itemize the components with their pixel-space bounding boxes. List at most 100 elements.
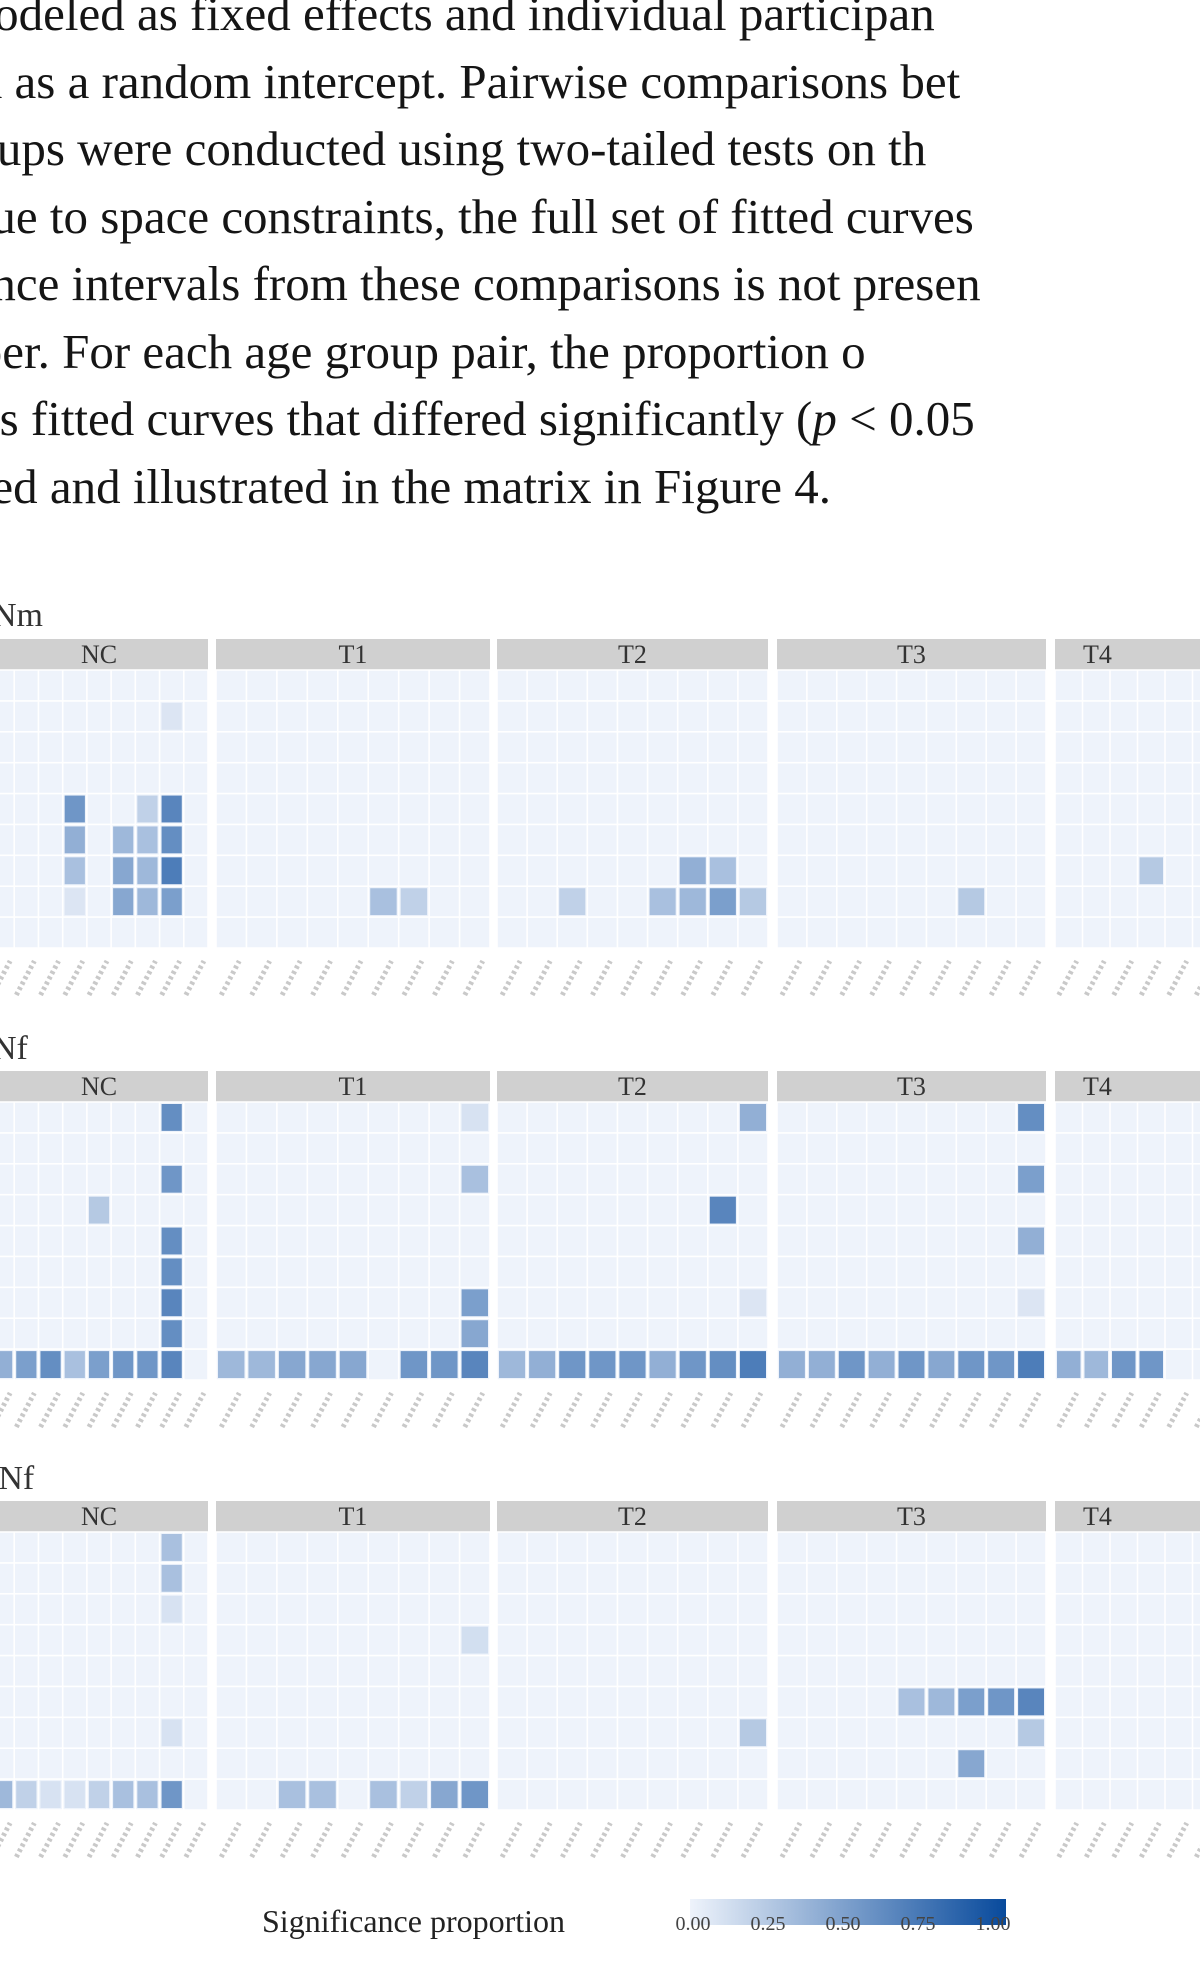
heatmap-cell	[278, 1781, 306, 1808]
heatmap-cell	[339, 1351, 367, 1378]
x-tick-label	[620, 959, 643, 997]
heatmap-cell	[64, 1781, 85, 1808]
heatmap-cell	[898, 1351, 925, 1378]
heatmap-cell	[161, 1258, 182, 1286]
facet-strip	[497, 1071, 768, 1102]
heatmap-cell	[400, 1351, 428, 1378]
facet-label: T3	[897, 1502, 926, 1531]
facet-label: NC	[81, 640, 117, 669]
x-tick-label	[159, 1391, 182, 1429]
x-tick-label	[529, 959, 553, 997]
x-tick-label	[62, 959, 85, 997]
x-tick-label	[401, 1391, 425, 1429]
x-tick-labels	[499, 1821, 764, 1859]
heatmap-cell	[461, 1320, 488, 1348]
x-tick-labels	[0, 959, 207, 997]
x-tick-label	[809, 1821, 833, 1859]
heatmap-cell	[838, 1351, 865, 1378]
x-tick-label	[740, 959, 764, 997]
heatmap-cell	[1057, 1351, 1081, 1378]
heatmap-cell	[161, 1534, 182, 1561]
facet-background	[216, 1102, 490, 1380]
facet-background	[777, 670, 1046, 948]
facet-strip	[497, 1501, 768, 1532]
heatmap-cell	[161, 857, 182, 885]
x-tick-labels	[779, 1391, 1042, 1429]
heatmap-cell	[529, 1351, 556, 1378]
heatmap-cell	[400, 1781, 428, 1808]
x-tick-label	[1018, 959, 1042, 997]
legend-tick: 0.00	[676, 1913, 711, 1935]
heatmap-cell	[137, 826, 158, 854]
heatmap-cell	[868, 1351, 895, 1378]
x-tick-label	[620, 1821, 643, 1859]
heatmap-cell	[1018, 1688, 1044, 1716]
heatmap-cell	[0, 1781, 13, 1808]
heatmap-cell	[739, 1104, 766, 1131]
legend-title: Significance proportion	[262, 1903, 565, 1939]
heatmap-cell	[928, 1688, 955, 1716]
x-tick-label	[839, 1821, 862, 1859]
x-tick-label	[14, 959, 37, 997]
heatmap-cell	[161, 1289, 182, 1317]
x-tick-labels	[1056, 1821, 1200, 1859]
x-tick-label	[135, 1821, 158, 1859]
facet-label: T1	[339, 1502, 368, 1531]
legend-colorbar	[690, 1899, 1006, 1925]
heatmap-cell	[248, 1351, 275, 1378]
x-tick-label	[869, 1821, 892, 1859]
x-tick-label	[279, 959, 303, 997]
x-tick-label	[740, 1821, 764, 1859]
heatmap-cell	[113, 1351, 134, 1378]
heatmap-cell	[559, 1351, 586, 1378]
facet-label: T4	[1083, 640, 1112, 669]
x-tick-label	[310, 959, 333, 997]
heatmap-cell	[400, 888, 428, 916]
text-line: Ms fitted curves that differed significa…	[0, 385, 1200, 453]
heatmap-cell	[958, 1750, 985, 1778]
heatmap-cell	[431, 1781, 458, 1808]
x-tick-label	[1139, 959, 1162, 997]
facet-strip	[1055, 1501, 1200, 1532]
x-tick-labels	[1056, 1391, 1200, 1429]
facet-strip	[0, 1071, 208, 1102]
legend: Significance proportion 0.00 0.25 0.50 0.75 1…	[262, 1899, 1011, 1939]
x-tick-label	[529, 1391, 553, 1429]
x-tick-label	[111, 1821, 134, 1859]
x-tick-label	[560, 1821, 583, 1859]
x-tick-labels	[219, 1821, 485, 1859]
facet-strip	[1055, 1071, 1200, 1102]
x-tick-label	[1018, 1391, 1042, 1429]
x-tick-label	[219, 959, 242, 997]
heatmap-panel: Nm NC T1 T2 T3 T4	[0, 597, 1200, 997]
heatmap-cell	[461, 1104, 488, 1131]
x-tick-label	[710, 1821, 734, 1859]
x-tick-label	[340, 959, 364, 997]
x-tick-label	[499, 1821, 523, 1859]
x-tick-label	[929, 1821, 952, 1859]
x-tick-label	[899, 1391, 922, 1429]
x-tick-label	[869, 959, 892, 997]
text-segment: ated and illustrated in the matrix in Fi…	[0, 458, 831, 514]
heatmap-cell	[1018, 1104, 1044, 1131]
x-tick-label	[680, 1821, 703, 1859]
x-tick-label	[560, 1391, 583, 1429]
facet-strip	[1055, 639, 1200, 670]
heatmap-cell	[1018, 1289, 1044, 1317]
x-tick-label	[249, 959, 272, 997]
heatmap-cell	[16, 1781, 37, 1808]
x-tick-label	[710, 1391, 734, 1429]
math-variable: p	[812, 391, 837, 446]
heatmap-cell	[499, 1351, 526, 1378]
x-tick-label	[310, 1391, 333, 1429]
heatmap-cell	[113, 857, 134, 885]
x-tick-label	[1084, 1821, 1107, 1859]
x-tick-label	[340, 1821, 364, 1859]
x-tick-label	[462, 959, 485, 997]
x-tick-label	[499, 959, 523, 997]
x-tick-label	[1084, 959, 1107, 997]
heatmap-cell	[461, 1626, 488, 1654]
x-tick-label	[929, 959, 952, 997]
x-tick-label	[839, 959, 862, 997]
heatmap-cell	[958, 888, 985, 916]
